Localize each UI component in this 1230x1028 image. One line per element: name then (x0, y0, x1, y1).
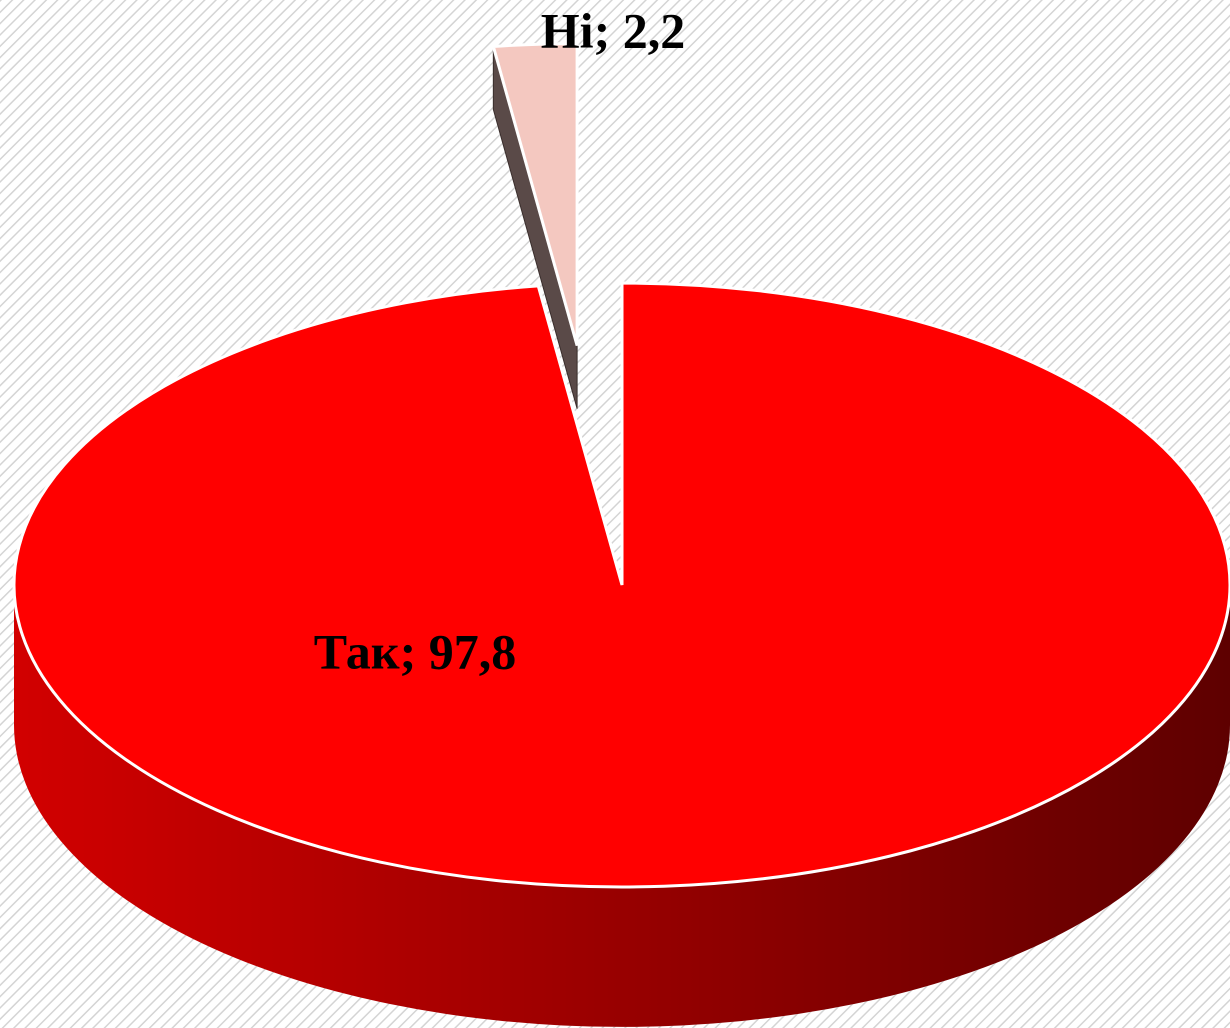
slice-top (12, 281, 1230, 889)
data-label: Так; 97,8 (314, 623, 517, 679)
slice-side (14, 585, 1230, 1027)
pie-slice (12, 281, 1230, 1027)
data-label: Ні; 2,2 (541, 2, 685, 58)
pie-slice (491, 42, 579, 409)
slice-top (491, 42, 579, 346)
